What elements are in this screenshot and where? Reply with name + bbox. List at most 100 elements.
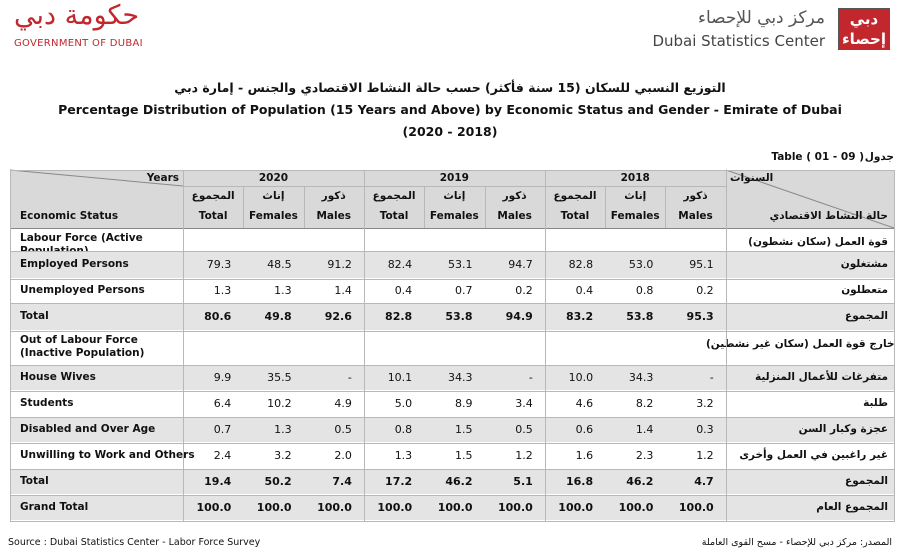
cell-value: 19.4 (204, 475, 232, 488)
cell-value: 83.2 (565, 310, 594, 323)
row-line (10, 303, 894, 304)
center-arabic: مركز دبي للإحصاء (698, 8, 825, 28)
column-header-arabic: ذكور (683, 190, 708, 202)
row-line (10, 391, 894, 392)
cell-value: 100.0 (317, 501, 352, 514)
cell-value: 82.8 (568, 258, 594, 271)
row-shade (10, 252, 894, 278)
source-arabic: المصدر: مركز دبي للإحصاء - مسح القوى الع… (701, 537, 892, 548)
cell-value: 0.8 (394, 423, 413, 436)
column-line (544, 170, 546, 522)
section-label-arabic: قوة العمل (سكان نشطون) (748, 236, 888, 248)
cell-value: 94.9 (505, 310, 533, 323)
column-header-arabic: إناث (624, 190, 647, 202)
years-label-arabic: السنوات (730, 172, 774, 184)
cell-value: 4.9 (334, 397, 352, 410)
year-header: 2019 (439, 172, 469, 184)
cell-value: 10.2 (267, 397, 292, 410)
cell-value: 1.3 (394, 449, 413, 462)
cell-value: 34.3 (447, 371, 473, 384)
cell-value: 16.8 (565, 475, 594, 488)
column-header-english: Total (560, 210, 590, 222)
cell-value: 100.0 (558, 501, 594, 514)
cell-value: 2.4 (213, 449, 232, 462)
table-id-english: Table ( 01 - 09 ) (771, 151, 864, 163)
cell-value: 2.0 (334, 449, 352, 462)
row-line (10, 331, 894, 332)
column-line (424, 186, 426, 228)
cell-value: 53.1 (447, 258, 473, 271)
cell-value: 1.2 (515, 449, 533, 462)
cell-value: 1.2 (696, 449, 714, 462)
cell-value: 1.3 (274, 423, 292, 436)
row-line (10, 443, 894, 444)
cell-value: 0.7 (454, 284, 473, 297)
column-line (484, 186, 486, 228)
cell-value: 0.4 (575, 284, 594, 297)
cell-value: 95.1 (689, 258, 714, 271)
row-line (10, 521, 894, 522)
cell-value: 48.5 (267, 258, 292, 271)
header-line (10, 228, 894, 229)
section-label-arabic: خارج قوة العمل (سكان غير نشطين) (706, 338, 895, 350)
row-label: House Wives (20, 371, 96, 383)
cell-value: 100.0 (618, 501, 654, 514)
cell-value: 8.2 (635, 397, 654, 410)
cell-value: 10.1 (387, 371, 413, 384)
cell-value: 3.2 (274, 449, 292, 462)
diagonal (9, 169, 184, 187)
cell-value: 35.5 (267, 371, 292, 384)
column-header-arabic: المجموع (553, 190, 597, 202)
row-header-arabic: حالة النشاط الاقتصادي (769, 210, 888, 222)
column-header-english: Males (316, 210, 351, 222)
row-label-arabic: عجزة وكبار السن (798, 423, 888, 435)
header-line (10, 170, 894, 171)
cell-value: 0.7 (213, 423, 232, 436)
cell-value: 1.3 (274, 284, 292, 297)
cell-value: 91.2 (327, 258, 352, 271)
column-header-arabic: المجموع (191, 190, 235, 202)
row-label-arabic: المجموع (845, 475, 888, 487)
column-header-arabic: ذكور (502, 190, 527, 202)
cell-value: - (347, 371, 352, 384)
row-shade (10, 366, 894, 390)
column-line (665, 186, 667, 228)
years-label: Years (146, 172, 179, 184)
row-label-arabic: غير راغبين في العمل وأخرى (739, 449, 888, 461)
center-logo: دبي إحصاء (838, 8, 890, 50)
row-shade (10, 496, 894, 520)
cell-value: 1.5 (454, 423, 473, 436)
row-label: Grand Total (20, 501, 89, 513)
header-bg (10, 170, 894, 228)
cell-value: 1.4 (334, 284, 352, 297)
cell-value: 0.6 (575, 423, 594, 436)
gov-logo-english: GOVERNMENT OF DUBAI (14, 38, 143, 49)
column-line (894, 170, 895, 522)
cell-value: 46.2 (626, 475, 654, 488)
cell-value: 53.8 (626, 310, 654, 323)
column-header-english: Females (429, 210, 479, 222)
column-line (10, 170, 11, 522)
cell-value: 100.0 (377, 501, 413, 514)
cell-value: 9.9 (213, 371, 232, 384)
title-english: Percentage Distribution of Population (1… (58, 102, 842, 117)
cell-value: 10.0 (568, 371, 594, 384)
column-header-arabic: إناث (262, 190, 285, 202)
row-line (10, 251, 894, 252)
cell-value: 50.2 (264, 475, 292, 488)
column-header-arabic: المجموع (372, 190, 416, 202)
cell-value: 8.9 (454, 397, 473, 410)
cell-value: 6.4 (213, 397, 232, 410)
cell-value: 0.5 (515, 423, 533, 436)
row-label: Disabled and Over Age (20, 423, 156, 435)
cell-value: 80.6 (204, 310, 232, 323)
cell-value: 100.0 (678, 501, 714, 514)
cell-value: 1.4 (635, 423, 654, 436)
title-years: (2020 - 2018) (402, 124, 498, 139)
row-label-arabic: المجموع العام (816, 501, 888, 513)
cell-value: 4.6 (575, 397, 594, 410)
table-id-arabic: جدول (864, 151, 894, 163)
cell-value: 2.3 (635, 449, 654, 462)
section-label: Out of Labour Force (Inactive Population… (20, 334, 145, 359)
column-header-english: Females (249, 210, 298, 222)
